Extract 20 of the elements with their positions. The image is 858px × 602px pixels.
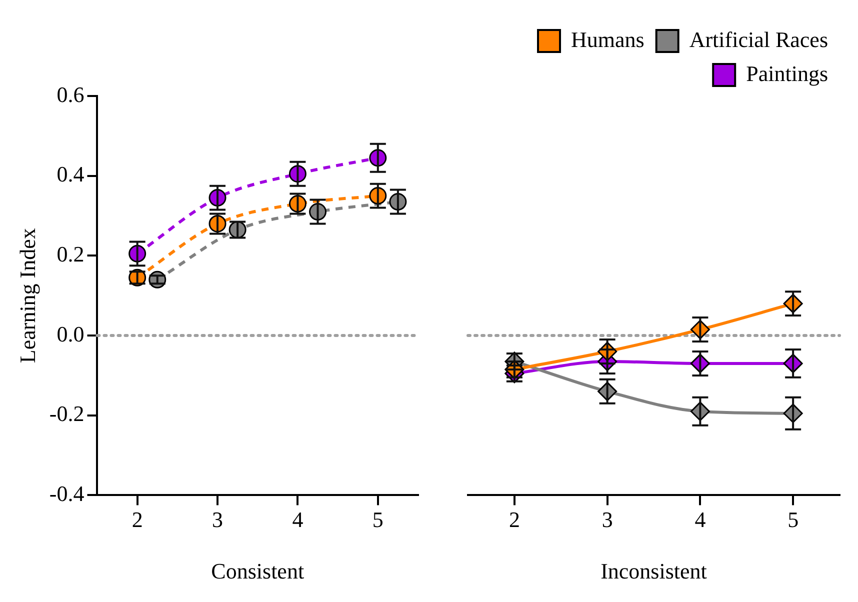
x-tick-label: 3 (212, 507, 224, 532)
x-tick-label: 5 (372, 507, 384, 532)
x-axis-title: Consistent (211, 558, 304, 584)
legend-label: Artificial Races (689, 26, 828, 52)
x-tick-label: 2 (132, 507, 143, 532)
y-tick-label: 0.6 (56, 82, 84, 107)
x-tick-label: 4 (292, 507, 304, 532)
y-axis-title: Learning Index (14, 228, 40, 364)
legend-label: Paintings (746, 60, 828, 86)
x-tick-label: 4 (694, 507, 706, 532)
x-tick-label: 3 (602, 507, 613, 532)
x-tick-label: 5 (788, 507, 799, 532)
y-tick-label: -0.2 (49, 401, 84, 426)
y-tick-label: 0.2 (56, 241, 84, 266)
x-axis-title: Inconsistent (600, 558, 707, 584)
y-tick-label: 0.4 (56, 162, 84, 187)
y-tick-label: -0.4 (49, 480, 84, 506)
legend-label: Humans (571, 26, 644, 52)
x-tick-label: 2 (508, 507, 520, 532)
y-tick-label: 0.0 (56, 321, 84, 346)
